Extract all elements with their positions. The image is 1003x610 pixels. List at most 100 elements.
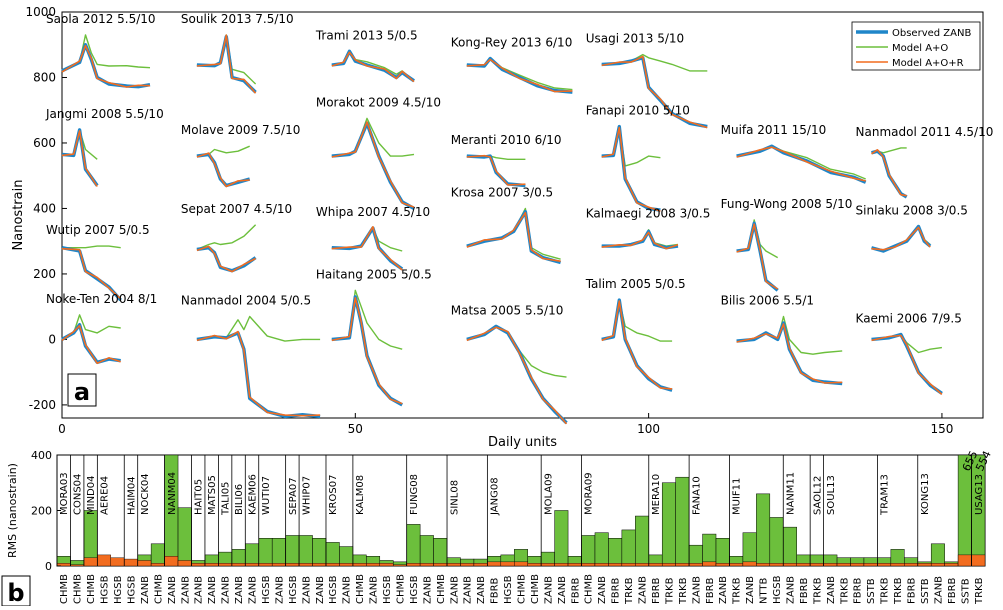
model-aor-line (736, 223, 779, 290)
y-tick-label: 400 (31, 449, 52, 462)
station-label: ZANB (543, 576, 554, 604)
station-label: FBRB (799, 577, 810, 604)
bar-model-ao (298, 535, 313, 567)
event-label: Bilis 2006 5.5/1 (721, 294, 814, 308)
station-label: CHMB (584, 574, 595, 604)
event-group: Nanmadol 2011 4.5/10 (856, 125, 994, 199)
station-label: ZANB (785, 576, 796, 604)
station-label: ZANB (476, 576, 487, 604)
station-label: FBRB (490, 577, 501, 604)
bar-model-aor (648, 563, 663, 567)
model-aor-line (601, 300, 673, 390)
event-code-label: BILI06 (234, 484, 245, 515)
station-label: ZANB (638, 576, 649, 604)
model-aor-line (196, 152, 250, 188)
station-label: TRKB (678, 577, 689, 605)
event-group: Saola 2012 5.5/10 (46, 12, 156, 89)
bar-model-aor (594, 563, 609, 567)
event-code-label: USAG13 (974, 474, 985, 515)
bar-model-aor (487, 561, 502, 567)
bar-model-aor (917, 563, 932, 567)
station-label: CHMB (436, 574, 447, 604)
event-group: Noke-Ten 2004 8/1 (46, 292, 157, 365)
station-label: CHMB (73, 574, 84, 604)
bar-model-ao (406, 524, 421, 567)
bar-model-aor (809, 563, 824, 567)
event-group: Jangmi 2008 5.5/10 (45, 107, 164, 187)
station-label: FBRB (853, 577, 864, 604)
station-label: TRKB (880, 577, 891, 605)
bar-model-aor (608, 563, 623, 567)
bar-model-aor (150, 563, 165, 567)
legend-entry: Observed ZANB (892, 28, 971, 39)
observed-zanb-line (871, 224, 932, 253)
bar-model-ao (608, 538, 623, 567)
bar-model-aor (715, 563, 730, 567)
event-code-label: SEPA07 (288, 477, 299, 515)
bar-model-aor (688, 563, 703, 567)
bar-model-ao (312, 538, 327, 567)
event-code-label: MOLA09 (543, 473, 554, 515)
event-code-label: SINL08 (449, 480, 460, 515)
station-label: CHMB (355, 574, 366, 604)
event-label: Nanmadol 2011 4.5/10 (856, 125, 994, 139)
y-axis-label: Nanostrain (11, 180, 26, 251)
bar-model-aor (379, 563, 394, 567)
event-label: Jangmi 2008 5.5/10 (45, 107, 164, 121)
station-label: SSTB (960, 578, 971, 604)
event-label: Haitang 2005 5/0.5 (316, 267, 432, 281)
event-group: Fanapi 2010 5/10 (586, 104, 690, 212)
station-label: FBRB (947, 577, 958, 604)
station-label: ZANB (557, 576, 568, 604)
event-group: Molave 2009 7.5/10 (181, 123, 300, 188)
station-label: ZANB (933, 576, 944, 604)
bar-model-aor (527, 563, 542, 567)
bar-model-ao (325, 542, 340, 567)
x-axis-label: Daily units (488, 435, 557, 450)
bar-model-aor (271, 563, 286, 567)
bar-model-aor (352, 563, 367, 567)
station-label: ZANB (342, 576, 353, 604)
event-code-label: KONG13 (920, 473, 931, 515)
bar-model-aor (850, 563, 865, 567)
bar-model-aor (124, 558, 138, 567)
bar-model-aor (110, 557, 125, 567)
event-group: Kalmaegi 2008 3/0.5 (586, 207, 710, 250)
panel-label: a (74, 378, 90, 406)
observed-zanb-line (61, 323, 121, 364)
event-group: Meranti 2010 6/10 (451, 133, 562, 188)
bar-model-aor (366, 563, 380, 567)
event-group: Matsa 2005 5.5/10 (451, 303, 568, 425)
station-label: ZANB (315, 576, 326, 604)
bar-model-ao (177, 507, 192, 567)
bar-model-ao (285, 535, 300, 567)
bar-model-aor (729, 563, 744, 567)
bar-model-ao (554, 510, 569, 567)
model-aor-line (61, 324, 121, 365)
station-label: CHMB (153, 574, 164, 604)
station-label: FBRB (705, 577, 716, 604)
model-aor-line (61, 44, 151, 88)
station-label: TRKB (812, 577, 823, 605)
model-aor-line (736, 146, 866, 182)
bar-model-aor (944, 563, 959, 567)
bar-model-aor (70, 564, 85, 567)
model-aor-line (601, 231, 679, 250)
bar-model-ao (688, 544, 703, 567)
model-aor-line (466, 154, 526, 186)
model-ao-line (196, 224, 257, 251)
bar-model-aor (635, 563, 649, 567)
bar-model-ao (271, 538, 286, 567)
model-aor-line (331, 51, 415, 83)
event-group: Whipa 2007 4.5/10 (316, 205, 430, 271)
bar-model-aor (460, 563, 475, 567)
bar-model-ao (258, 538, 273, 567)
y-tick-label: 200 (33, 267, 56, 281)
station-label: CHMB (86, 574, 97, 604)
station-label: HGSB (772, 575, 783, 604)
bar-model-aor (836, 563, 851, 567)
event-label: Usagi 2013 5/10 (586, 32, 684, 46)
event-group: Haitang 2005 5/0.5 (316, 267, 432, 407)
station-label: NTTB (759, 577, 770, 604)
event-code-label: NANM11 (785, 472, 796, 515)
